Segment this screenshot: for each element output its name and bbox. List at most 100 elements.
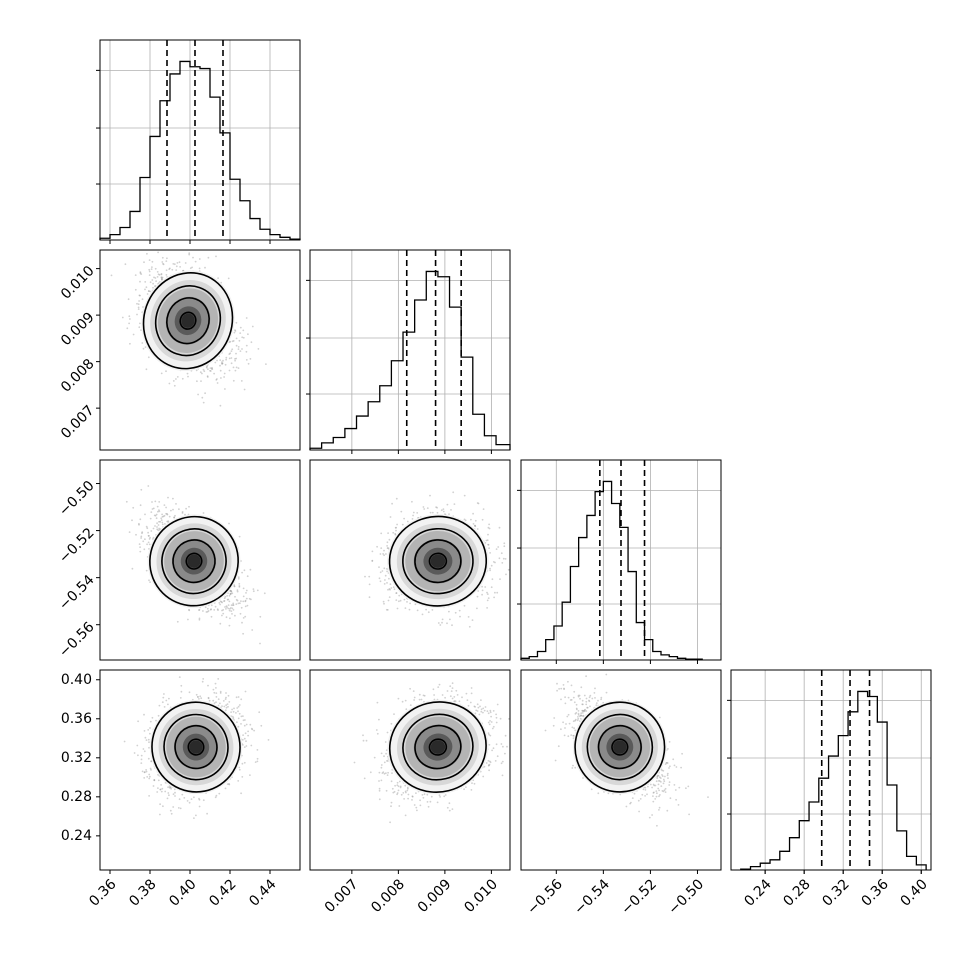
sample-point — [235, 603, 238, 605]
sample-point — [145, 368, 148, 371]
sample-point — [240, 606, 243, 609]
sample-point — [238, 583, 241, 585]
sample-point — [210, 608, 213, 610]
sample-point — [223, 372, 226, 375]
sample-point — [150, 268, 153, 270]
sample-point — [225, 616, 228, 619]
sample-point — [241, 348, 243, 350]
sample-point — [151, 501, 153, 503]
sample-point — [158, 527, 161, 530]
sample-point — [158, 501, 161, 503]
sample-point — [436, 506, 438, 509]
sample-point — [166, 257, 168, 260]
sample-point — [394, 526, 397, 529]
sample-point — [463, 604, 466, 607]
sample-point — [187, 618, 189, 621]
sample-point — [416, 609, 419, 612]
sample-point — [242, 617, 245, 619]
sample-point — [245, 359, 248, 361]
sample-point — [487, 597, 490, 599]
sample-point — [158, 274, 161, 276]
sample-point — [138, 522, 140, 525]
sample-point — [379, 553, 382, 555]
sample-point — [143, 548, 146, 551]
sample-point — [128, 531, 131, 533]
sample-point — [246, 604, 249, 607]
sample-point — [245, 344, 248, 347]
hist-panel-4 — [727, 669, 932, 874]
sample-point — [487, 533, 489, 536]
sample-point — [188, 252, 191, 255]
sample-point — [387, 588, 389, 591]
sample-point — [441, 618, 444, 621]
sample-point — [166, 513, 169, 516]
sample-point — [144, 346, 147, 348]
sample-point — [204, 392, 207, 395]
sample-point — [219, 600, 222, 603]
sample-point — [423, 508, 426, 510]
sample-point — [395, 529, 397, 532]
sample-point — [232, 340, 235, 342]
sample-point — [495, 548, 498, 550]
sample-point — [186, 372, 189, 375]
sample-point — [219, 404, 222, 407]
sample-point — [231, 340, 234, 343]
sample-point — [128, 315, 131, 318]
contour-line-4 — [179, 311, 197, 330]
sample-point — [216, 382, 219, 384]
sample-point — [228, 522, 230, 525]
sample-point — [435, 506, 437, 508]
sample-point — [464, 519, 467, 522]
sample-point — [371, 559, 374, 562]
sample-point — [389, 516, 392, 518]
sample-point — [165, 269, 168, 272]
sample-point — [229, 593, 232, 596]
panel-frame — [99, 249, 301, 451]
sample-point — [387, 599, 390, 602]
panel-frame — [99, 459, 301, 661]
sample-point — [481, 589, 484, 592]
sample-point — [147, 485, 150, 487]
sample-point — [213, 372, 216, 375]
hist-step-line — [740, 690, 927, 870]
sample-point — [242, 595, 245, 598]
sample-point — [241, 621, 243, 624]
sample-point — [239, 326, 242, 329]
sample-point — [138, 326, 141, 329]
sample-point — [161, 261, 164, 263]
sample-point — [207, 610, 210, 612]
sample-point — [160, 273, 163, 275]
sample-point — [386, 582, 388, 584]
sample-point — [139, 550, 142, 553]
sample-point — [165, 506, 168, 509]
sample-point — [141, 298, 144, 301]
sample-point — [408, 608, 411, 611]
hist-panel-3 — [517, 459, 722, 664]
sample-point — [198, 618, 201, 621]
sample-point — [507, 568, 510, 571]
sample-point — [196, 380, 198, 383]
sample-point — [162, 262, 164, 265]
sample-point — [175, 265, 178, 268]
sample-point — [201, 396, 204, 399]
sample-point — [141, 532, 143, 535]
sample-point — [486, 599, 489, 602]
sample-point — [249, 358, 252, 360]
sample-point — [218, 602, 221, 604]
sample-point — [157, 273, 160, 276]
sample-point — [148, 290, 150, 292]
sample-point — [181, 512, 184, 514]
sample-point — [389, 583, 392, 586]
sample-point — [231, 613, 233, 615]
sample-point — [396, 607, 399, 610]
sample-point — [181, 511, 184, 513]
sample-point — [429, 511, 432, 514]
sample-point — [477, 590, 480, 592]
sample-point — [245, 589, 248, 592]
sample-point — [162, 263, 165, 266]
sample-point — [383, 567, 386, 570]
sample-point — [246, 575, 249, 578]
sample-point — [188, 505, 190, 508]
sample-point — [396, 523, 398, 526]
sample-point — [149, 281, 152, 284]
